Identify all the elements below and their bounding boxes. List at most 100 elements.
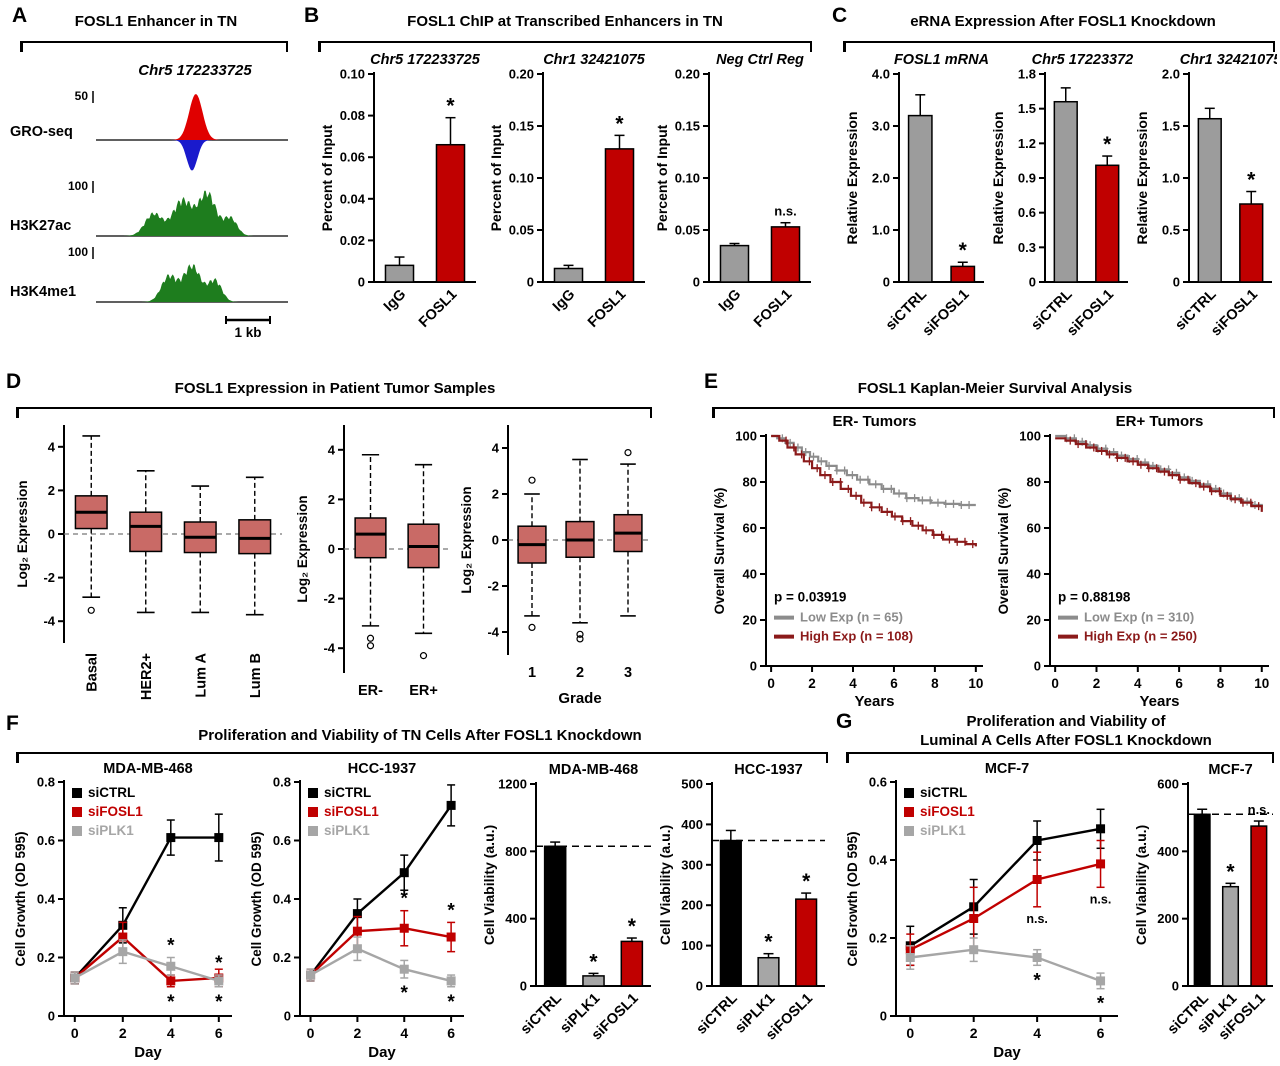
svg-text:0.5: 0.5 <box>1162 223 1180 238</box>
panel-c-label: C <box>832 4 848 27</box>
panel-a-label: A <box>12 4 28 27</box>
svg-text:0.10: 0.10 <box>340 67 365 82</box>
panel-b-chart-negctrl: 0 0.05 0.10 0.15 0.20 IgG n.s. FOSL1 Neg Ctrl Re… <box>653 50 816 358</box>
svg-text:Chr5 172233725: Chr5 172233725 <box>370 52 481 68</box>
svg-text:40: 40 <box>743 567 757 582</box>
panel-e-title: FOSL1 Kaplan-Meier Survival Analysis <box>857 380 1133 397</box>
svg-text:siFOSL1: siFOSL1 <box>920 287 973 340</box>
panel-g-title-line1: Proliferation and Viability of <box>966 713 1166 730</box>
svg-text:0: 0 <box>48 1009 55 1024</box>
svg-text:0.20: 0.20 <box>675 67 700 82</box>
svg-text:10: 10 <box>1254 676 1269 691</box>
svg-text:0: 0 <box>1029 275 1036 290</box>
svg-text:0: 0 <box>750 659 757 674</box>
svg-text:ER+: ER+ <box>409 683 438 699</box>
panel-f-label: F <box>6 712 19 735</box>
panel-b-chart-chr5: 0 0.02 0.04 0.06 0.08 0.10 IgG * FOSL1 Chr5 17223… <box>318 50 481 358</box>
panel-d-chart-grade-boxplot: -4 -2 0 2 4 1 2 3 Grade Log₂ Expression <box>458 417 660 709</box>
svg-text:Chr1 32421075: Chr1 32421075 <box>543 52 646 68</box>
svg-text:Lum B: Lum B <box>248 653 264 698</box>
svg-text:High Exp (n = 108): High Exp (n = 108) <box>800 629 913 644</box>
svg-text:n.s.: n.s. <box>1248 802 1270 817</box>
svg-text:Percent of Input: Percent of Input <box>319 124 335 231</box>
svg-text:Cell Growth (OD 595): Cell Growth (OD 595) <box>13 831 28 966</box>
svg-text:IgG: IgG <box>381 287 409 315</box>
svg-text:0.05: 0.05 <box>509 223 534 238</box>
svg-text:p = 0.88198: p = 0.88198 <box>1058 590 1131 605</box>
panel-g-line-mcf7: 0 0.2 0.4 0.6 0 2 4 6 MCF-7 Cell Growth (OD 595) D… <box>844 760 1132 1062</box>
svg-text:2.0: 2.0 <box>872 171 890 186</box>
svg-text:Day: Day <box>368 1044 396 1061</box>
svg-text:0: 0 <box>1172 979 1179 994</box>
svg-text:Overall Survival (%): Overall Survival (%) <box>996 488 1011 615</box>
panel-a-genome-tracks: GRO-seq 50 H3K27ac 100 H3K4me1 100 1 kb <box>8 84 296 340</box>
svg-text:0.4: 0.4 <box>37 892 56 907</box>
panel-e-km-er-pos: 0 20 40 60 80 100 0 2 4 6 8 10 ER+ Tumors Overall Sur… <box>994 414 1277 710</box>
svg-text:0: 0 <box>906 1025 914 1041</box>
svg-text:Day: Day <box>993 1044 1021 1061</box>
svg-text:*: * <box>215 992 223 1013</box>
svg-text:0: 0 <box>520 979 527 994</box>
panel-f-line-hcc: 0 0.2 0.4 0.6 0.8 0 2 4 6 HCC-1937 Cell Growth (OD… <box>248 760 478 1062</box>
svg-text:1.5: 1.5 <box>1018 101 1036 116</box>
svg-text:8: 8 <box>931 676 939 691</box>
svg-text:Low Exp (n = 310): Low Exp (n = 310) <box>1084 610 1194 625</box>
svg-text:0.8: 0.8 <box>273 775 291 790</box>
svg-text:60: 60 <box>743 521 757 536</box>
svg-text:4: 4 <box>492 441 500 456</box>
svg-text:Percent of Input: Percent of Input <box>654 124 670 231</box>
svg-text:0.02: 0.02 <box>340 233 365 248</box>
svg-text:*: * <box>764 931 773 954</box>
svg-text:0.05: 0.05 <box>675 223 700 238</box>
svg-text:0: 0 <box>1034 659 1041 674</box>
svg-text:2: 2 <box>119 1025 127 1041</box>
svg-text:200: 200 <box>681 898 703 913</box>
svg-text:Cell Growth (OD 595): Cell Growth (OD 595) <box>249 831 264 966</box>
svg-text:siPLK1: siPLK1 <box>920 823 966 838</box>
svg-text:0.6: 0.6 <box>273 833 291 848</box>
svg-text:*: * <box>959 239 968 262</box>
svg-text:0.3: 0.3 <box>1018 240 1036 255</box>
svg-text:4: 4 <box>849 676 857 691</box>
svg-text:2: 2 <box>1093 676 1101 691</box>
svg-text:0: 0 <box>767 676 775 691</box>
svg-text:0.4: 0.4 <box>869 853 888 868</box>
svg-text:Log₂ Expression: Log₂ Expression <box>15 480 30 587</box>
panel-f-bar-hcc-viability: 0 100 200 300 400 500 siCTRL * siPLK1 * siFOSL1 HCC… <box>656 760 830 1062</box>
svg-text:200: 200 <box>1157 911 1179 926</box>
panel-f-line-mda: 0 0.2 0.4 0.6 0.8 0 2 4 6 MDA-MB-468 Cell Growth (… <box>12 760 246 1062</box>
svg-text:1.8: 1.8 <box>1018 67 1036 82</box>
svg-text:siCTRL: siCTRL <box>88 785 135 800</box>
svg-text:Years: Years <box>854 693 894 710</box>
svg-text:n.s.: n.s. <box>1090 892 1112 906</box>
svg-text:40: 40 <box>1027 567 1041 582</box>
svg-text:0.20: 0.20 <box>509 67 534 82</box>
svg-text:-2: -2 <box>43 570 55 585</box>
panel-c-bracket <box>843 41 1275 52</box>
svg-text:*: * <box>1033 970 1041 991</box>
svg-text:Percent of Input: Percent of Input <box>488 124 504 231</box>
panel-f-bar-mda-viability: 0 400 800 1200 siCTRL * siPLK1 * siFOSL1 MDA-MB-4… <box>480 760 656 1062</box>
svg-text:*: * <box>615 112 624 135</box>
svg-text:Neg Ctrl Reg: Neg Ctrl Reg <box>716 52 804 68</box>
svg-text:6: 6 <box>890 676 898 691</box>
svg-text:0.04: 0.04 <box>340 191 366 206</box>
svg-text:Overall Survival (%): Overall Survival (%) <box>712 488 727 615</box>
svg-text:Cell Viability (a.u.): Cell Viability (a.u.) <box>481 825 497 945</box>
svg-text:80: 80 <box>743 475 757 490</box>
svg-text:2: 2 <box>48 483 55 498</box>
panel-g-bar-mcf7-viability: 0 200 400 600 siCTRL * siPLK1 n.s. siFOSL1 MCF-7 C… <box>1132 760 1278 1062</box>
svg-text:1 kb: 1 kb <box>234 325 261 340</box>
svg-text:ER- Tumors: ER- Tumors <box>833 414 917 430</box>
svg-text:*: * <box>401 983 409 1004</box>
svg-text:*: * <box>628 915 637 938</box>
svg-text:0: 0 <box>1051 676 1059 691</box>
svg-text:siPLK1: siPLK1 <box>88 823 134 838</box>
panel-g-label: G <box>836 710 853 733</box>
svg-text:Cell Viability (a.u.): Cell Viability (a.u.) <box>657 825 673 945</box>
svg-text:GRO-seq: GRO-seq <box>10 124 73 140</box>
svg-text:Cell Growth (OD 595): Cell Growth (OD 595) <box>845 831 860 966</box>
panel-e-km-er-neg: 0 20 40 60 80 100 0 2 4 6 8 10 ER- Tumors Overall Sur… <box>710 414 991 710</box>
panel-e-bracket <box>712 407 1275 418</box>
